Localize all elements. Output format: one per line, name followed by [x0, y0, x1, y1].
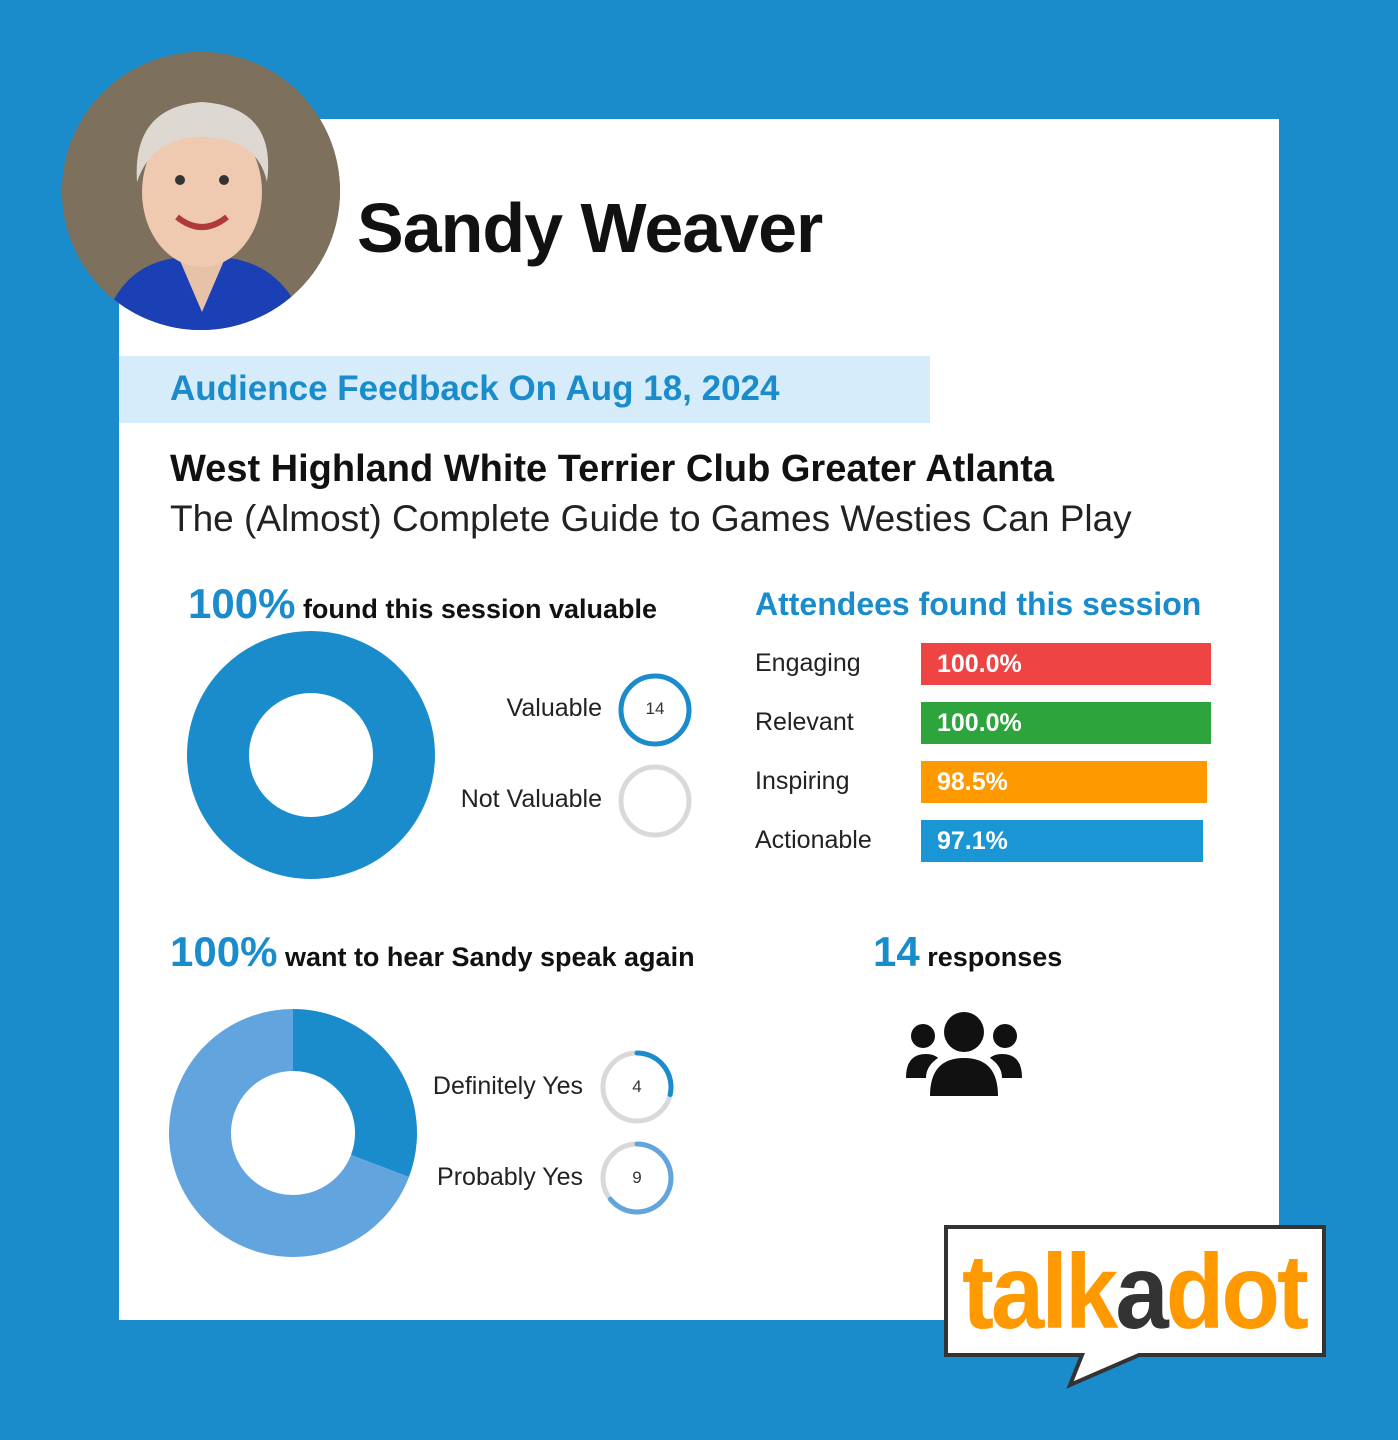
- speaker-photo: [62, 52, 340, 330]
- bar-actionable: 97.1%: [921, 820, 1203, 862]
- banner-text: Audience Feedback On Aug 18, 2024: [170, 369, 780, 408]
- svg-text:talkadot: talkadot: [962, 1234, 1308, 1351]
- bar-label-engaging: Engaging: [755, 649, 861, 677]
- bar-engaging: 100.0%: [921, 643, 1211, 685]
- valuable-text: found this session valuable: [302, 594, 658, 624]
- bar-inspiring: 98.5%: [921, 761, 1207, 803]
- definitely-yes-ring-fill: [634, 1050, 674, 1098]
- responses-heading: 14 responses: [873, 928, 1062, 976]
- bar-label-actionable: Actionable: [755, 826, 872, 854]
- legend-not-valuable: Not Valuable: [460, 785, 602, 813]
- bar-label-relevant: Relevant: [755, 708, 854, 736]
- again-text: want to hear Sandy speak again: [284, 942, 695, 972]
- valuable-donut-slice-0: [187, 631, 435, 879]
- legend-valuable: Valuable: [506, 694, 602, 722]
- speaker-name: Sandy Weaver: [357, 189, 823, 267]
- responses-count: 14: [873, 928, 920, 975]
- organization-name: West Highland White Terrier Club Greater…: [170, 448, 1054, 490]
- attributes-title: Attendees found this session: [755, 586, 1202, 622]
- legend-probably-yes: Probably Yes: [437, 1163, 583, 1191]
- again-donut-slice-1: [169, 1009, 409, 1257]
- probably-yes-count: 9: [632, 1168, 642, 1187]
- probably-yes-ring-fill: [607, 1141, 674, 1215]
- talkadot-logo: talkadot: [944, 1225, 1326, 1389]
- definitely-yes-count: 4: [632, 1077, 642, 1096]
- not-valuable-ring-track: [618, 764, 692, 838]
- legend-definitely-yes: Definitely Yes: [432, 1072, 583, 1100]
- valuable-heading: 100% found this session valuable: [188, 580, 657, 628]
- bar-relevant: 100.0%: [921, 702, 1211, 744]
- again-percent: 100%: [170, 928, 278, 975]
- feedback-date-banner: Audience Feedback On Aug 18, 2024: [119, 356, 930, 423]
- again-donut-slice-0: [291, 1009, 417, 1177]
- people-group-icon: [906, 1012, 1022, 1096]
- talk-title: The (Almost) Complete Guide to Games Wes…: [170, 498, 1132, 539]
- bar-label-inspiring: Inspiring: [755, 767, 850, 795]
- valuable-count: 14: [645, 699, 665, 718]
- valuable-percent: 100%: [188, 580, 296, 627]
- again-heading: 100% want to hear Sandy speak again: [170, 928, 695, 976]
- valuable-ring-fill: [618, 673, 692, 747]
- responses-text: responses: [927, 942, 1063, 972]
